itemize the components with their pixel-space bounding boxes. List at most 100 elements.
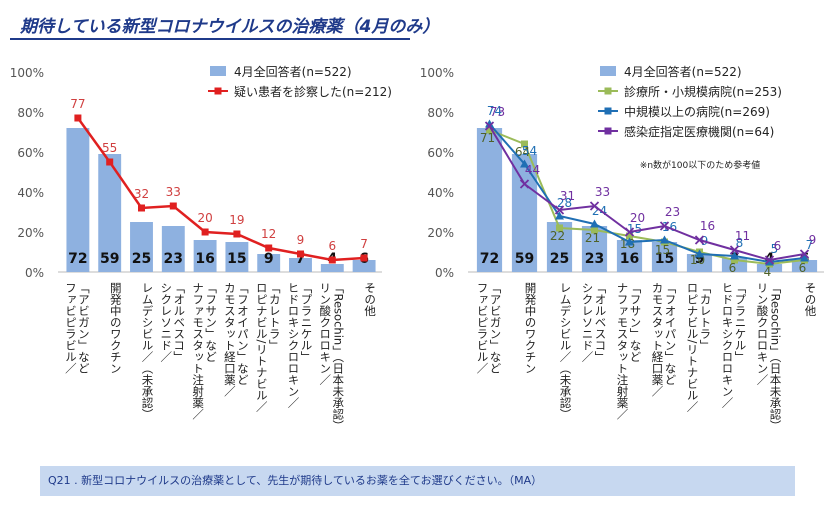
legend-label-1-3: 感染症指定医療機関(n=64) — [624, 124, 774, 139]
category-label-0-9-0: その他 — [363, 282, 377, 317]
marker-1-1-3 — [590, 219, 599, 228]
bar-0-1 — [98, 154, 122, 272]
y-tick-label-0-3: 60% — [17, 146, 44, 160]
category-label-0-1-0: 開発中のワクチン — [109, 282, 123, 374]
marker-1-0-4 — [626, 232, 633, 240]
bar-value-label-0-1: 59 — [100, 251, 119, 267]
line-value-label-1-1-2: 28 — [557, 196, 572, 210]
category-label-1-0-1: ファビピラビル／ — [476, 282, 490, 374]
category-label-1-8-0: 「Resochin」（日本未承認） — [769, 282, 783, 431]
marker-0-0-3 — [169, 202, 177, 210]
y-tick-label-0-0: 0% — [25, 266, 44, 280]
category-label-0-8-0: 「Resochin」（日本未承認） — [331, 282, 345, 431]
marker-1-1-1 — [520, 159, 529, 168]
line-value-label-0-0-1: 55 — [102, 141, 117, 155]
y-tick-label-1-0: 0% — [435, 266, 454, 280]
marker-0-0-8 — [328, 256, 336, 264]
bar-value-label-1-1: 59 — [515, 251, 534, 267]
bar-value-label-0-5: 15 — [227, 251, 246, 267]
category-label-0-6-0: 「カレトラ」 — [268, 282, 282, 351]
marker-1-2-2 — [554, 205, 565, 215]
line-value-label-0-0-5: 19 — [229, 213, 244, 227]
line-value-label-1-0-7: 6 — [729, 261, 737, 275]
legend-label-0-1: 疑い患者を診察した(n=212) — [234, 84, 392, 99]
bar-1-9 — [791, 260, 818, 272]
bar-value-label-1-5: 15 — [655, 251, 674, 267]
marker-0-0-0 — [74, 114, 82, 122]
marker-1-2-8 — [764, 255, 775, 265]
line-value-label-1-2-2: 31 — [560, 189, 575, 203]
marker-1-1-6 — [695, 249, 704, 258]
line-value-label-1-1-9: 7 — [806, 238, 814, 252]
category-label-1-1-0: 開発中のワクチン — [524, 282, 538, 374]
line-value-label-0-0-2: 32 — [134, 187, 149, 201]
bar-0-6 — [257, 254, 281, 272]
bar-1-6 — [686, 254, 713, 272]
marker-0-0-2 — [138, 204, 145, 212]
category-label-1-4-1: ナファモスタット注射薬／ — [616, 282, 630, 420]
line-value-label-1-1-1: 54 — [522, 144, 537, 158]
category-label-0-2-0: レムデシビル／（未承認） — [141, 282, 155, 420]
line-value-label-0-0-7: 9 — [297, 233, 305, 247]
line-value-label-1-0-8: 4 — [764, 265, 772, 279]
category-label-0-4-1: ナファモスタット注射薬／ — [191, 282, 205, 420]
marker-1-1-7 — [730, 251, 739, 260]
category-label-0-5-1: カモスタット経口薬／ — [223, 282, 237, 397]
marker-1-2-6 — [694, 235, 705, 245]
legend-footnote: ※n数が100以下のため参考値 — [640, 159, 760, 171]
line-value-label-1-2-9: 9 — [809, 233, 817, 247]
marker-1-2-7 — [729, 245, 740, 255]
bar-value-label-1-3: 23 — [585, 251, 604, 267]
marker-0-0-9 — [360, 254, 368, 262]
bar-value-label-1-6: 9 — [695, 251, 705, 267]
marker-1-1-4 — [625, 237, 634, 246]
category-label-1-7-0: 「プラニケル」 — [734, 282, 748, 363]
marker-1-1-5 — [660, 235, 669, 244]
bar-value-label-0-3: 23 — [164, 251, 183, 267]
line-value-label-1-2-4: 20 — [630, 211, 645, 225]
y-tick-label-1-3: 60% — [427, 146, 454, 160]
y-tick-label-0-2: 40% — [17, 186, 44, 200]
line-value-label-1-0-2: 22 — [550, 229, 565, 243]
series-line-1-2 — [488, 125, 805, 262]
bar-0-5 — [225, 242, 249, 272]
bar-value-label-0-7: 7 — [296, 251, 306, 267]
line-value-label-1-0-3: 21 — [585, 231, 600, 245]
category-label-0-0-0: 「アビガン」など — [77, 282, 91, 374]
bar-value-label-0-4: 16 — [195, 251, 214, 267]
category-label-0-0-1: ファビピラビル／ — [64, 282, 78, 374]
bar-value-label-1-2: 25 — [550, 251, 569, 267]
category-label-1-8-1: リン酸クロロキン／ — [756, 282, 770, 386]
legend-label-0-0: 4月全回答者(n=522) — [234, 64, 352, 79]
bar-0-8 — [320, 264, 344, 272]
marker-1-2-4 — [624, 227, 635, 237]
category-label-1-2-0: レムデシビル／（未承認） — [559, 282, 573, 420]
category-label-1-5-0: 「フオイパン」など — [664, 282, 678, 386]
category-label-1-9-0: その他 — [804, 282, 818, 317]
line-value-label-0-0-9: 7 — [360, 237, 368, 251]
legend-label-1-1: 診療所・小規模病院(n=253) — [624, 84, 782, 99]
marker-1-2-1 — [519, 179, 530, 189]
line-value-label-0-0-0: 77 — [70, 97, 85, 111]
category-label-0-5-0: 「フオイパン」など — [236, 282, 250, 386]
marker-1-0-7 — [731, 256, 738, 264]
line-value-label-1-2-8: 6 — [774, 239, 782, 253]
legend-label-1-2: 中規模以上の病院(n=269) — [624, 104, 770, 119]
question-text: Q21 . 新型コロナウイルスの治療薬として、先生が期待しているお薬を全てお選び… — [48, 474, 543, 487]
category-label-1-5-1: カモスタット経口薬／ — [651, 282, 665, 397]
series-line-1-0 — [489, 129, 805, 266]
marker-1-1-0 — [485, 119, 494, 128]
marker-1-0-3 — [591, 226, 598, 234]
line-value-label-0-0-8: 6 — [328, 239, 336, 253]
marker-1-0-0 — [486, 126, 493, 134]
line-value-label-1-2-1: 44 — [525, 163, 540, 177]
bar-0-7 — [289, 258, 312, 272]
marker-1-1-2 — [555, 211, 564, 220]
line-value-label-0-0-3: 33 — [166, 185, 181, 199]
category-label-1-0-0: 「アビガン」など — [489, 282, 503, 374]
category-label-0-3-1: シクレソニド／ — [159, 282, 173, 363]
category-label-1-6-1: ロピナビル/リトナビル／ — [686, 282, 700, 412]
marker-1-2-0 — [484, 121, 495, 131]
bar-1-0 — [476, 128, 503, 272]
title-underline — [10, 38, 410, 40]
